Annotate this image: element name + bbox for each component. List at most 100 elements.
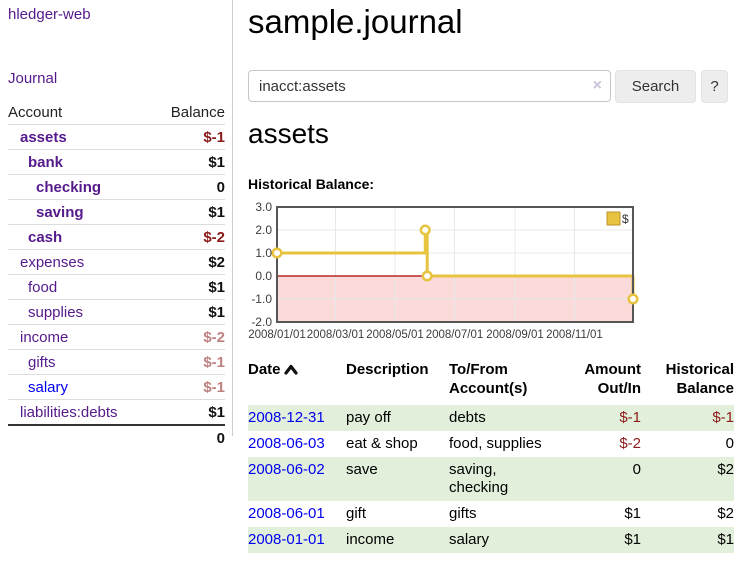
account-row-assets: assets $-1 xyxy=(8,125,225,150)
transaction-date-link[interactable]: 2008-12-31 xyxy=(248,409,325,426)
sidebar-item-journal[interactable]: Journal xyxy=(8,70,58,87)
accounts-header-balance: Balance xyxy=(170,104,225,121)
transaction-balance: $2 xyxy=(717,505,734,522)
transaction-accounts: salary xyxy=(449,531,490,548)
transaction-description: eat & shop xyxy=(346,435,418,452)
chevron-up-icon xyxy=(283,364,298,375)
account-link-bank[interactable]: bank xyxy=(28,153,64,171)
register-row: 2008-06-02 save saving, checking 0 $2 xyxy=(248,457,734,501)
account-balance: $1 xyxy=(208,303,225,321)
account-row-checking: checking 0 xyxy=(8,175,225,200)
account-link-cash[interactable]: cash xyxy=(28,228,63,246)
search-input[interactable] xyxy=(248,70,611,102)
chart-title: Historical Balance: xyxy=(248,176,375,192)
account-link-expenses[interactable]: expenses xyxy=(20,253,85,271)
account-balance: $-1 xyxy=(203,353,225,371)
svg-text:2008/09/01: 2008/09/01 xyxy=(486,329,544,341)
accounts-header-row: Account Balance xyxy=(8,101,225,125)
transaction-accounts: saving, checking xyxy=(449,461,509,496)
transaction-accounts: food, supplies xyxy=(449,435,542,452)
transaction-balance: $-1 xyxy=(712,409,734,426)
register-row: 2008-06-03 eat & shop food, supplies $-2… xyxy=(248,431,734,457)
app-title-link[interactable]: hledger-web xyxy=(8,6,91,23)
account-row-food: food $1 xyxy=(8,275,225,300)
transaction-balance: $1 xyxy=(717,531,734,548)
account-balance: $2 xyxy=(208,253,225,271)
accounts-header-account: Account xyxy=(8,104,63,121)
account-link-saving[interactable]: saving xyxy=(36,203,84,221)
svg-text:-2.0: -2.0 xyxy=(251,315,272,329)
svg-text:2.0: 2.0 xyxy=(255,223,272,237)
transaction-date-link[interactable]: 2008-06-01 xyxy=(248,505,325,522)
transaction-balance: $2 xyxy=(717,461,734,478)
transaction-accounts: debts xyxy=(449,409,486,426)
account-balance: 0 xyxy=(216,178,225,196)
svg-text:$: $ xyxy=(622,212,629,226)
account-heading: assets xyxy=(248,118,329,149)
account-balance: $1 xyxy=(208,403,225,421)
accounts-total-row: 0 xyxy=(8,425,225,450)
main-content: sample.journal × Search ? assets Histori… xyxy=(248,0,734,582)
svg-text:2008/07/01: 2008/07/01 xyxy=(426,329,484,341)
transaction-description: save xyxy=(346,461,378,478)
account-balance: $-1 xyxy=(203,378,225,396)
transaction-date-link[interactable]: 2008-01-01 xyxy=(248,531,325,548)
register-row: 2008-06-01 gift gifts $1 $2 xyxy=(248,501,734,527)
account-link-salary[interactable]: salary xyxy=(28,378,69,396)
register-header-row: Date Description To/From Account(s) Amoun… xyxy=(248,360,734,405)
svg-text:-1.0: -1.0 xyxy=(251,292,272,306)
transaction-description: income xyxy=(346,531,395,548)
register-header-description: Description xyxy=(346,361,429,378)
transaction-description: gift xyxy=(346,505,367,522)
page-title: sample.journal xyxy=(248,3,463,40)
register-row: 2008-12-31 pay off debts $-1 $-1 xyxy=(248,405,734,431)
register-table: Date Description To/From Account(s) Amoun… xyxy=(248,360,734,553)
account-link-checking[interactable]: checking xyxy=(36,178,102,196)
svg-text:2008/05/01: 2008/05/01 xyxy=(366,329,424,341)
account-row-cash: cash $-2 xyxy=(8,225,225,250)
account-row-salary: salary $-1 xyxy=(8,375,225,400)
transaction-balance: 0 xyxy=(725,435,734,452)
clear-search-icon[interactable]: × xyxy=(592,77,602,94)
svg-text:2008/03/01: 2008/03/01 xyxy=(307,329,365,341)
register-header-amount: Amount Out/In xyxy=(584,361,641,397)
accounts-table: Account Balance assets $-1 bank $1 check… xyxy=(8,101,225,450)
account-row-bank: bank $1 xyxy=(8,150,225,175)
search-button[interactable]: Search xyxy=(615,70,696,103)
register-header-date[interactable]: Date xyxy=(248,360,346,405)
register-header-balance: Historical Balance xyxy=(665,361,734,397)
account-link-liabilities-debts[interactable]: liabilities:debts xyxy=(20,403,118,421)
account-link-income[interactable]: income xyxy=(20,328,69,346)
help-button[interactable]: ? xyxy=(701,70,728,103)
register-row: 2008-01-01 income salary $1 $1 xyxy=(248,527,734,553)
transaction-amount: $1 xyxy=(624,505,641,522)
svg-text:2008/11/01: 2008/11/01 xyxy=(546,329,603,341)
transaction-amount: $-2 xyxy=(619,435,641,452)
account-balance: $-2 xyxy=(203,328,225,346)
account-row-supplies: supplies $1 xyxy=(8,300,225,325)
account-row-saving: saving $1 xyxy=(8,200,225,225)
search-form: × Search ? xyxy=(248,70,734,104)
transaction-description: pay off xyxy=(346,409,391,426)
search-input-wrap: × xyxy=(248,70,611,102)
sidebar-divider xyxy=(232,0,233,436)
account-balance: $1 xyxy=(208,153,225,171)
account-row-gifts: gifts $-1 xyxy=(8,350,225,375)
transaction-date-link[interactable]: 2008-06-02 xyxy=(248,461,325,478)
transaction-amount: $-1 xyxy=(619,409,641,426)
svg-text:3.0: 3.0 xyxy=(255,200,272,214)
svg-text:1.0: 1.0 xyxy=(255,246,272,260)
account-link-gifts[interactable]: gifts xyxy=(28,353,56,371)
account-link-supplies[interactable]: supplies xyxy=(28,303,84,321)
account-link-food[interactable]: food xyxy=(28,278,58,296)
account-row-expenses: expenses $2 xyxy=(8,250,225,275)
transaction-accounts: gifts xyxy=(449,505,477,522)
transaction-date-link[interactable]: 2008-06-03 xyxy=(248,435,325,452)
account-balance: $1 xyxy=(208,203,225,221)
account-link-assets[interactable]: assets xyxy=(20,128,67,146)
account-balance: $-2 xyxy=(203,228,225,246)
account-row-liabilities-debts: liabilities:debts $1 xyxy=(8,400,225,425)
accounts-total-value: 0 xyxy=(216,429,225,447)
transaction-amount: $1 xyxy=(624,531,641,548)
